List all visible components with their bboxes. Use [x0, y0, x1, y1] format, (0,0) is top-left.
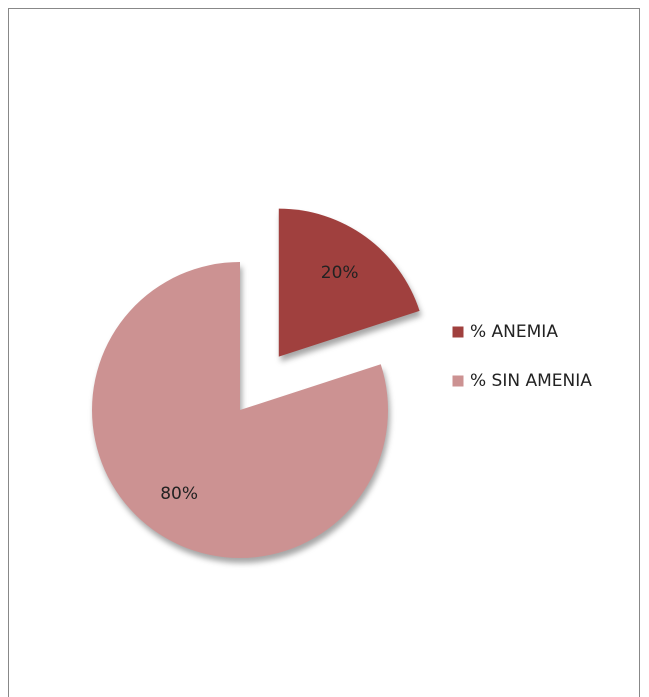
- data-label: 20%: [321, 263, 359, 283]
- legend-swatch: [451, 374, 465, 388]
- legend-swatch: [451, 325, 465, 339]
- pie-slice: [92, 262, 389, 559]
- chart-frame: [8, 8, 640, 697]
- legend-label: % ANEMIA: [470, 322, 558, 342]
- pie-slice: [278, 208, 420, 357]
- data-label: 80%: [160, 484, 198, 504]
- legend-label: % SIN AMENIA: [470, 371, 592, 391]
